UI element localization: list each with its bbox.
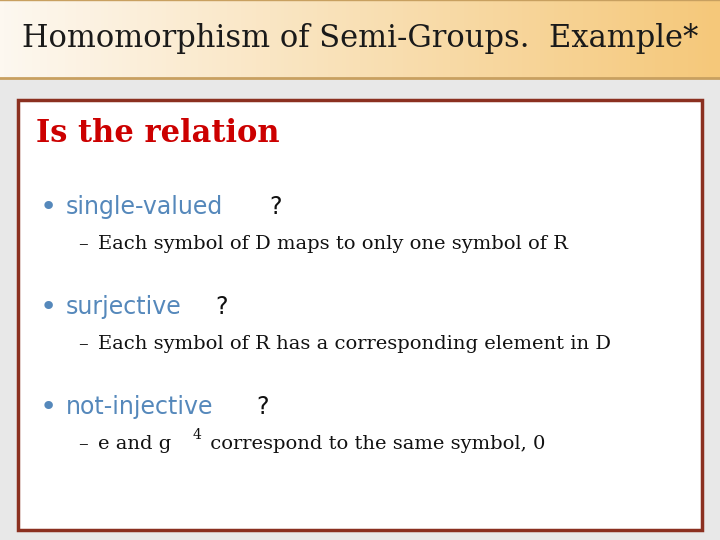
- Text: ?: ?: [215, 295, 228, 319]
- Text: surjective: surjective: [66, 295, 181, 319]
- Text: •: •: [40, 393, 58, 421]
- Text: •: •: [40, 293, 58, 321]
- Text: ?: ?: [269, 195, 282, 219]
- Text: –: –: [78, 235, 88, 253]
- Text: single-valued: single-valued: [66, 195, 223, 219]
- Text: correspond to the same symbol, 0: correspond to the same symbol, 0: [204, 435, 545, 453]
- Text: •: •: [40, 193, 58, 221]
- Text: 4: 4: [192, 428, 202, 442]
- Text: Is the relation: Is the relation: [36, 118, 279, 149]
- Text: e and g: e and g: [98, 435, 171, 453]
- Text: –: –: [78, 335, 88, 353]
- Text: ?: ?: [256, 395, 269, 419]
- Text: not-injective: not-injective: [66, 395, 214, 419]
- Text: –: –: [78, 435, 88, 453]
- Text: Each symbol of R has a corresponding element in D: Each symbol of R has a corresponding ele…: [98, 335, 611, 353]
- Text: Each symbol of D maps to only one symbol of R: Each symbol of D maps to only one symbol…: [98, 235, 568, 253]
- Text: Homomorphism of Semi-Groups.  Example*: Homomorphism of Semi-Groups. Example*: [22, 24, 698, 55]
- Bar: [18, 100, 702, 530]
